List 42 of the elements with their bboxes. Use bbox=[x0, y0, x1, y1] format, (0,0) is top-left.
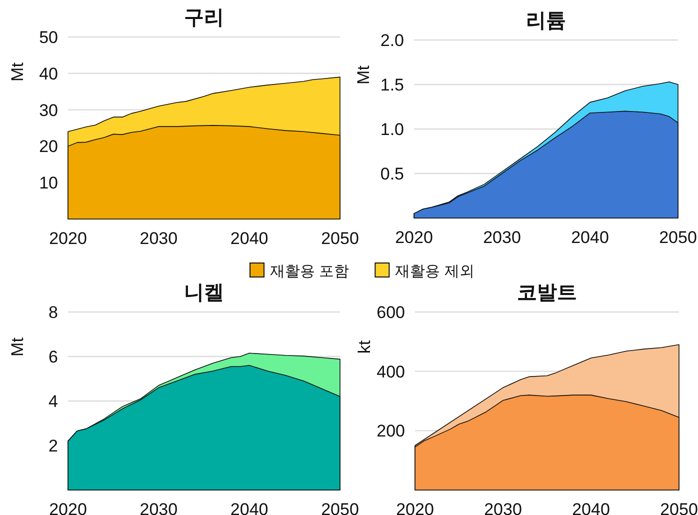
y-tick-label: 10 bbox=[39, 174, 58, 193]
x-tick-label: 2040 bbox=[572, 500, 610, 515]
y-tick-label: 40 bbox=[39, 64, 58, 84]
chart-title: 코발트 bbox=[517, 282, 577, 304]
x-tick-label: 2020 bbox=[49, 229, 87, 248]
y-tick-label: 4 bbox=[48, 392, 58, 411]
y-tick-label: 600 bbox=[376, 303, 405, 322]
x-tick-label: 2030 bbox=[140, 229, 178, 248]
y-tick-label: 2.0 bbox=[380, 31, 404, 50]
y-tick-label: 1.5 bbox=[380, 76, 404, 94]
y-axis-title: Mt bbox=[354, 65, 373, 84]
x-tick-label: 2050 bbox=[660, 500, 698, 515]
y-tick-label: 30 bbox=[39, 100, 58, 120]
y-axis-title: Mt bbox=[8, 337, 27, 356]
chart-title: 구리 bbox=[184, 7, 224, 29]
y-axis-title: kt bbox=[355, 340, 374, 354]
y-tick-label: 6 bbox=[48, 348, 58, 366]
x-tick-label: 2020 bbox=[49, 500, 87, 515]
y-tick-label: 2 bbox=[48, 436, 58, 456]
x-tick-label: 2020 bbox=[396, 500, 434, 515]
y-tick-label: 8 bbox=[48, 303, 58, 322]
chart-title: 리튬 bbox=[526, 10, 566, 32]
x-tick-label: 2020 bbox=[395, 228, 433, 247]
x-tick-label: 2030 bbox=[483, 228, 521, 247]
y-tick-label: 200 bbox=[376, 422, 405, 441]
chart-title: 니켈 bbox=[184, 282, 224, 304]
legend-label: 재활용 포함 bbox=[270, 263, 350, 280]
x-tick-label: 2040 bbox=[571, 228, 609, 247]
legend-label: 재활용 제외 bbox=[395, 263, 474, 280]
x-tick-label: 2040 bbox=[230, 229, 268, 248]
y-tick-label: 50 bbox=[39, 28, 58, 47]
x-tick-label: 2050 bbox=[659, 228, 697, 247]
x-tick-label: 2040 bbox=[230, 500, 268, 515]
x-tick-label: 2050 bbox=[321, 229, 359, 248]
y-tick-label: 1.0 bbox=[380, 120, 404, 139]
x-tick-label: 2030 bbox=[484, 500, 522, 515]
y-axis-title: Mt bbox=[8, 62, 27, 82]
y-tick-label: 400 bbox=[376, 362, 405, 382]
x-tick-label: 2030 bbox=[140, 500, 178, 515]
y-tick-label: 20 bbox=[39, 137, 58, 156]
y-tick-label: 0.5 bbox=[380, 164, 404, 184]
x-tick-label: 2050 bbox=[321, 500, 359, 515]
